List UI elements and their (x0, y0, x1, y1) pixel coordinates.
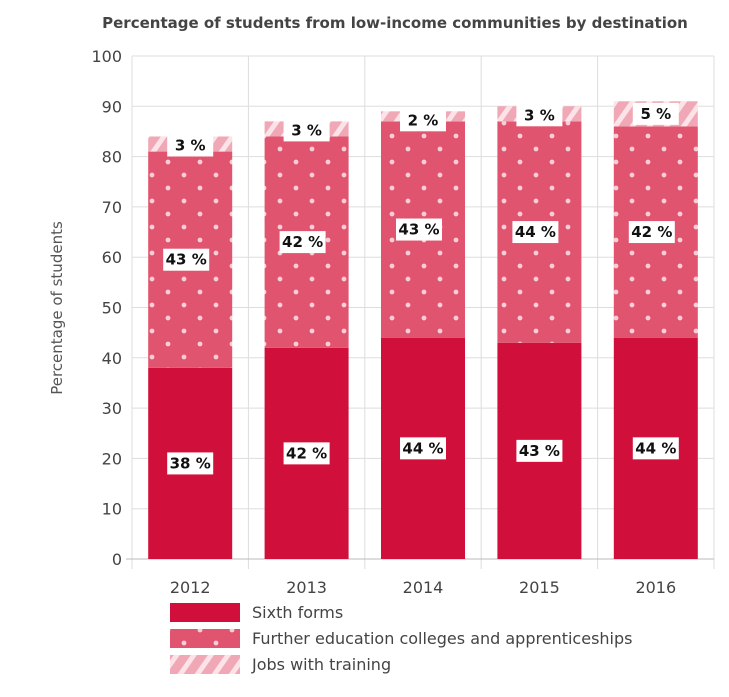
data-label-box (512, 221, 559, 244)
y-tick-label: 30 (102, 399, 122, 418)
data-label-box (516, 104, 563, 127)
y-tick-label: 0 (112, 550, 122, 569)
data-label-box (167, 134, 214, 157)
x-tick-label: 2013 (286, 578, 327, 597)
data-label: 42 % (631, 223, 672, 241)
data-label: 5 % (640, 105, 671, 123)
y-axis-ticks: 0 10 20 30 40 50 60 70 80 90 100 (91, 47, 122, 569)
data-label-box (279, 231, 326, 254)
legend-label-1: Further education colleges and apprentic… (252, 629, 632, 648)
y-tick-label: 80 (102, 148, 122, 167)
y-tick-label: 50 (102, 299, 122, 318)
legend-label-2: Jobs with training (251, 655, 391, 674)
data-label-box (400, 109, 446, 132)
data-label: 43 % (166, 251, 207, 269)
y-tick-label: 70 (102, 198, 122, 217)
x-tick-label: 2016 (635, 578, 676, 597)
x-tick-label: 2015 (519, 578, 560, 597)
legend-label-0: Sixth forms (252, 603, 343, 622)
y-tick-label: 90 (102, 97, 122, 116)
data-label-box (400, 437, 446, 460)
y-tick-label: 10 (102, 500, 122, 519)
data-label: 43 % (519, 442, 560, 460)
data-label-box (396, 218, 442, 241)
legend-swatch-0 (170, 603, 240, 622)
x-axis-ticks: 2012 2013 2014 2015 2016 (170, 578, 676, 597)
data-label: 43 % (398, 221, 439, 239)
data-label: 44 % (402, 439, 443, 457)
legend-swatch-1 (170, 629, 240, 648)
data-label: 44 % (515, 223, 556, 241)
data-label: 3 % (524, 106, 555, 124)
x-tick-label: 2012 (170, 578, 211, 597)
data-label-box (167, 452, 214, 475)
data-label: 3 % (291, 121, 322, 139)
legend: Sixth forms Further education colleges an… (170, 603, 632, 674)
data-label: 44 % (635, 439, 676, 457)
legend-swatch-2 (170, 655, 240, 674)
data-label-box (163, 248, 210, 271)
y-tick-label: 100 (91, 47, 122, 66)
data-label: 3 % (175, 136, 206, 154)
data-label-box (632, 437, 679, 460)
data-label-box (283, 442, 330, 465)
data-label-box (632, 102, 679, 125)
chart-title: Percentage of students from low-income c… (102, 14, 688, 32)
data-label: 38 % (170, 454, 211, 472)
data-label: 42 % (286, 444, 327, 462)
data-label: 2 % (408, 111, 439, 129)
data-label-box (516, 439, 563, 462)
data-label-box (628, 221, 675, 244)
y-axis-label: Percentage of students (48, 221, 66, 395)
y-tick-label: 60 (102, 248, 122, 267)
data-label: 42 % (282, 233, 323, 251)
x-tick-label: 2014 (403, 578, 444, 597)
data-labels: 38 % 43 % 3 % 42 % 42 % 3 % 44 % 43 % 2 % 43 % 44 … (163, 102, 679, 475)
bars (148, 101, 698, 559)
y-tick-label: 40 (102, 349, 122, 368)
data-label-box (283, 119, 330, 142)
y-tick-label: 20 (102, 449, 122, 468)
